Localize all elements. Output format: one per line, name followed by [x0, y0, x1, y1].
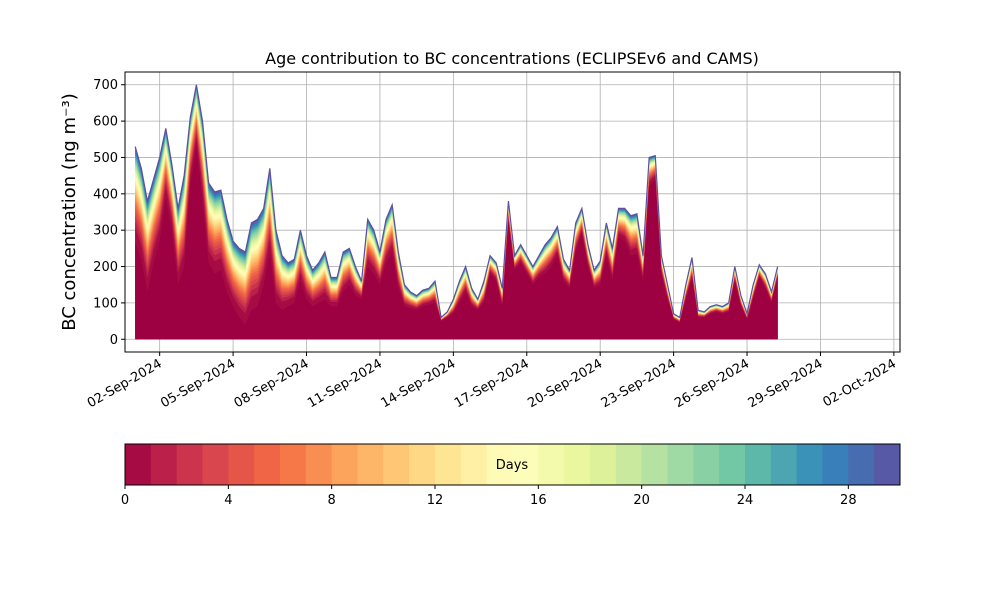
- colorbar-cell: [435, 444, 462, 485]
- colorbar-cell: [822, 444, 849, 485]
- x-tick-label: 17-Sep-2024: [452, 356, 532, 411]
- colorbar-cell: [486, 444, 513, 485]
- colorbar-cell: [770, 444, 798, 485]
- colorbar-frame: [124, 443, 901, 486]
- colorbar: [125, 444, 901, 485]
- x-tick-label: 20-Sep-2024: [525, 356, 605, 411]
- plot-frame: [124, 71, 901, 353]
- colorbar-tick-label: 20: [633, 493, 650, 508]
- colorbar-cell: [615, 444, 643, 485]
- y-tick-label: 300: [93, 224, 118, 239]
- x-tick-label: 11-Sep-2024: [305, 356, 385, 411]
- colorbar-tick-label: 4: [224, 493, 232, 508]
- y-tick-label: 200: [93, 260, 118, 275]
- x-axis-ticks: 02-Sep-202405-Sep-202408-Sep-202411-Sep-…: [85, 352, 899, 411]
- x-tick-label: 29-Sep-2024: [746, 356, 826, 411]
- y-tick-label: 100: [93, 296, 118, 311]
- colorbar-cell: [150, 444, 178, 485]
- total-concentration-line: [134, 84, 779, 319]
- colorbar-cell: [460, 444, 488, 485]
- y-tick-label: 400: [93, 187, 118, 202]
- colorbar-cell: [331, 444, 358, 485]
- x-tick-label: 14-Sep-2024: [379, 356, 459, 411]
- colorbar-cell: [693, 444, 720, 485]
- colorbar-cell: [254, 444, 281, 485]
- colorbar-cell: [176, 444, 203, 485]
- colorbar-tick-label: 16: [530, 493, 547, 508]
- chart-title: Age contribution to BC concentrations (E…: [265, 49, 759, 68]
- x-tick-label: 02-Sep-2024: [85, 356, 165, 411]
- colorbar-label: Days: [496, 458, 529, 473]
- colorbar-cell: [202, 444, 229, 485]
- colorbar-cell: [796, 444, 823, 485]
- stacked-age-areas: [134, 84, 779, 340]
- y-tick-label: 700: [93, 78, 118, 93]
- colorbar-ticks: 0 4 8 12 16 20 24 28: [121, 485, 857, 508]
- colorbar-cell: [667, 444, 694, 485]
- colorbar-tick-label: 12: [427, 493, 444, 508]
- colorbar-tick-label: 0: [121, 493, 129, 508]
- colorbar-cell: [641, 444, 668, 485]
- colorbar-cell: [564, 444, 591, 485]
- age-band-base: [135, 146, 778, 340]
- colorbar-tick-label: 28: [840, 493, 857, 508]
- y-tick-label: 0: [110, 333, 118, 348]
- colorbar-tick-label: 8: [328, 493, 336, 508]
- x-tick-label: 05-Sep-2024: [158, 356, 238, 411]
- colorbar-cell: [383, 444, 410, 485]
- y-axis-ticks: 0 100 200 300 400 500 600 700: [93, 78, 125, 348]
- y-axis-label: BC concentration (ng m⁻³): [59, 93, 80, 331]
- y-tick-label: 600: [93, 115, 118, 130]
- colorbar-cell: [719, 444, 746, 485]
- x-tick-label: 02-Oct-2024: [820, 356, 898, 410]
- colorbar-cell: [409, 444, 436, 485]
- x-tick-label: 08-Sep-2024: [232, 356, 312, 411]
- colorbar-cell: [228, 444, 255, 485]
- colorbar-cell: [848, 444, 875, 485]
- colorbar-cell: [538, 444, 565, 485]
- colorbar-cell: [125, 444, 152, 485]
- colorbar-cell: [745, 444, 772, 485]
- colorbar-cell: [874, 444, 901, 485]
- x-tick-label: 23-Sep-2024: [599, 356, 679, 411]
- colorbar-cell: [280, 444, 307, 485]
- colorbar-cell: [590, 444, 617, 485]
- y-tick-label: 500: [93, 151, 118, 166]
- colorbar-cell: [512, 444, 539, 485]
- x-tick-label: 26-Sep-2024: [672, 356, 752, 411]
- colorbar-cell: [305, 444, 333, 485]
- colorbar-tick-label: 24: [737, 493, 754, 508]
- colorbar-cell: [357, 444, 384, 485]
